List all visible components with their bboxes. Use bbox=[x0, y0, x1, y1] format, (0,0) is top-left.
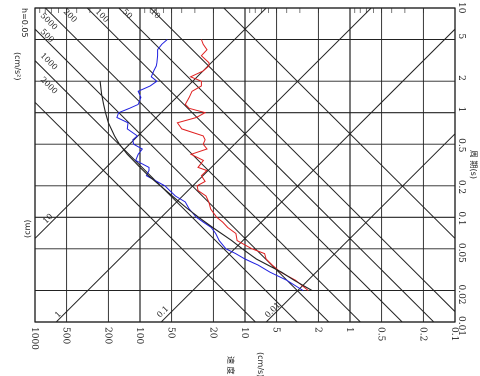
velocity-tick-label: 1 bbox=[344, 327, 354, 333]
period-tick-label: 5 bbox=[456, 34, 466, 40]
acceleration-line-label: 5000 bbox=[39, 11, 60, 32]
acceleration-line bbox=[35, 101, 257, 322]
displacement-line bbox=[55, 8, 372, 322]
velocity-tick-label: 200 bbox=[102, 327, 112, 344]
displacement-line-label: 0.1 bbox=[155, 304, 170, 319]
acceleration-line bbox=[44, 8, 362, 322]
displacement-line-label: 10 bbox=[41, 212, 55, 226]
velocity-tick-label: 0.1 bbox=[449, 327, 459, 341]
velocity-tick-label: 500 bbox=[61, 327, 71, 344]
acceleration-line-label: 50 bbox=[121, 7, 135, 21]
acceleration-line bbox=[86, 8, 403, 322]
displacement-line bbox=[160, 28, 455, 322]
y-axis-title: 速 度 bbox=[226, 356, 236, 375]
acceleration-line bbox=[149, 8, 455, 313]
x-axis-title: 周 期(s) bbox=[469, 150, 478, 179]
period-tick-label: 1 bbox=[456, 107, 466, 113]
x-tick-labels: 0.01 0.02 0.05 0.1 0.2 0.5 1 2 5 10 bbox=[456, 2, 466, 336]
acceleration-line bbox=[118, 8, 435, 322]
series-line-1 bbox=[176, 39, 309, 291]
y-tick-labels: 0.1 0.2 0.5 1 2 5 10 20 50 100 200 500 1000 bbox=[29, 327, 459, 350]
acceleration-line-label: 1000 bbox=[39, 51, 60, 72]
y-axis-unit: (cm/s) bbox=[256, 352, 265, 376]
velocity-tick-label: 20 bbox=[207, 327, 217, 339]
period-tick-label: 0.1 bbox=[456, 211, 466, 225]
acceleration-line-label: 200 bbox=[62, 7, 79, 24]
acceleration-line bbox=[35, 28, 330, 322]
displacement-unit: (cm) bbox=[23, 220, 32, 238]
velocity-tick-label: 5 bbox=[271, 327, 281, 333]
series-line-2 bbox=[116, 39, 304, 291]
velocity-tick-label: 1000 bbox=[29, 327, 39, 350]
x-gridlines bbox=[35, 7, 455, 323]
diagonal-lines bbox=[35, 8, 455, 322]
displacement-line-label: 0.01 bbox=[263, 300, 282, 319]
velocity-tick-label: 50 bbox=[166, 327, 176, 339]
velocity-tick-label: 2 bbox=[312, 327, 322, 333]
series-lines bbox=[99, 39, 313, 291]
acceleration-line-label: 10 bbox=[149, 7, 163, 21]
velocity-tick-label: 10 bbox=[239, 327, 249, 339]
displacement-line bbox=[35, 8, 267, 240]
period-tick-label: 0.05 bbox=[456, 243, 466, 263]
period-tick-label: 0.5 bbox=[456, 138, 466, 153]
velocity-tick-label: 100 bbox=[134, 327, 144, 344]
period-tick-label: 0.01 bbox=[456, 316, 466, 336]
axis-titles: 速 度 (cm/s) 周 期(s) (cm) (cm/s²) h=0.05 bbox=[13, 8, 478, 376]
displacement-line-label: 1 bbox=[53, 309, 63, 319]
acceleration-line-label: 2000 bbox=[39, 75, 60, 96]
acceleration-line bbox=[223, 8, 455, 240]
acceleration-unit: (cm/s²) bbox=[13, 52, 22, 81]
period-tick-label: 0.2 bbox=[456, 180, 466, 194]
period-tick-label: 10 bbox=[456, 2, 466, 14]
velocity-tick-label: 0.2 bbox=[417, 327, 427, 341]
series-line-3 bbox=[99, 81, 313, 291]
damping-label: h=0.05 bbox=[20, 8, 29, 38]
velocity-tick-label: 0.5 bbox=[376, 327, 386, 342]
acceleration-line bbox=[35, 59, 298, 322]
period-tick-label: 0.02 bbox=[456, 284, 466, 304]
period-tick-label: 2 bbox=[456, 75, 466, 81]
